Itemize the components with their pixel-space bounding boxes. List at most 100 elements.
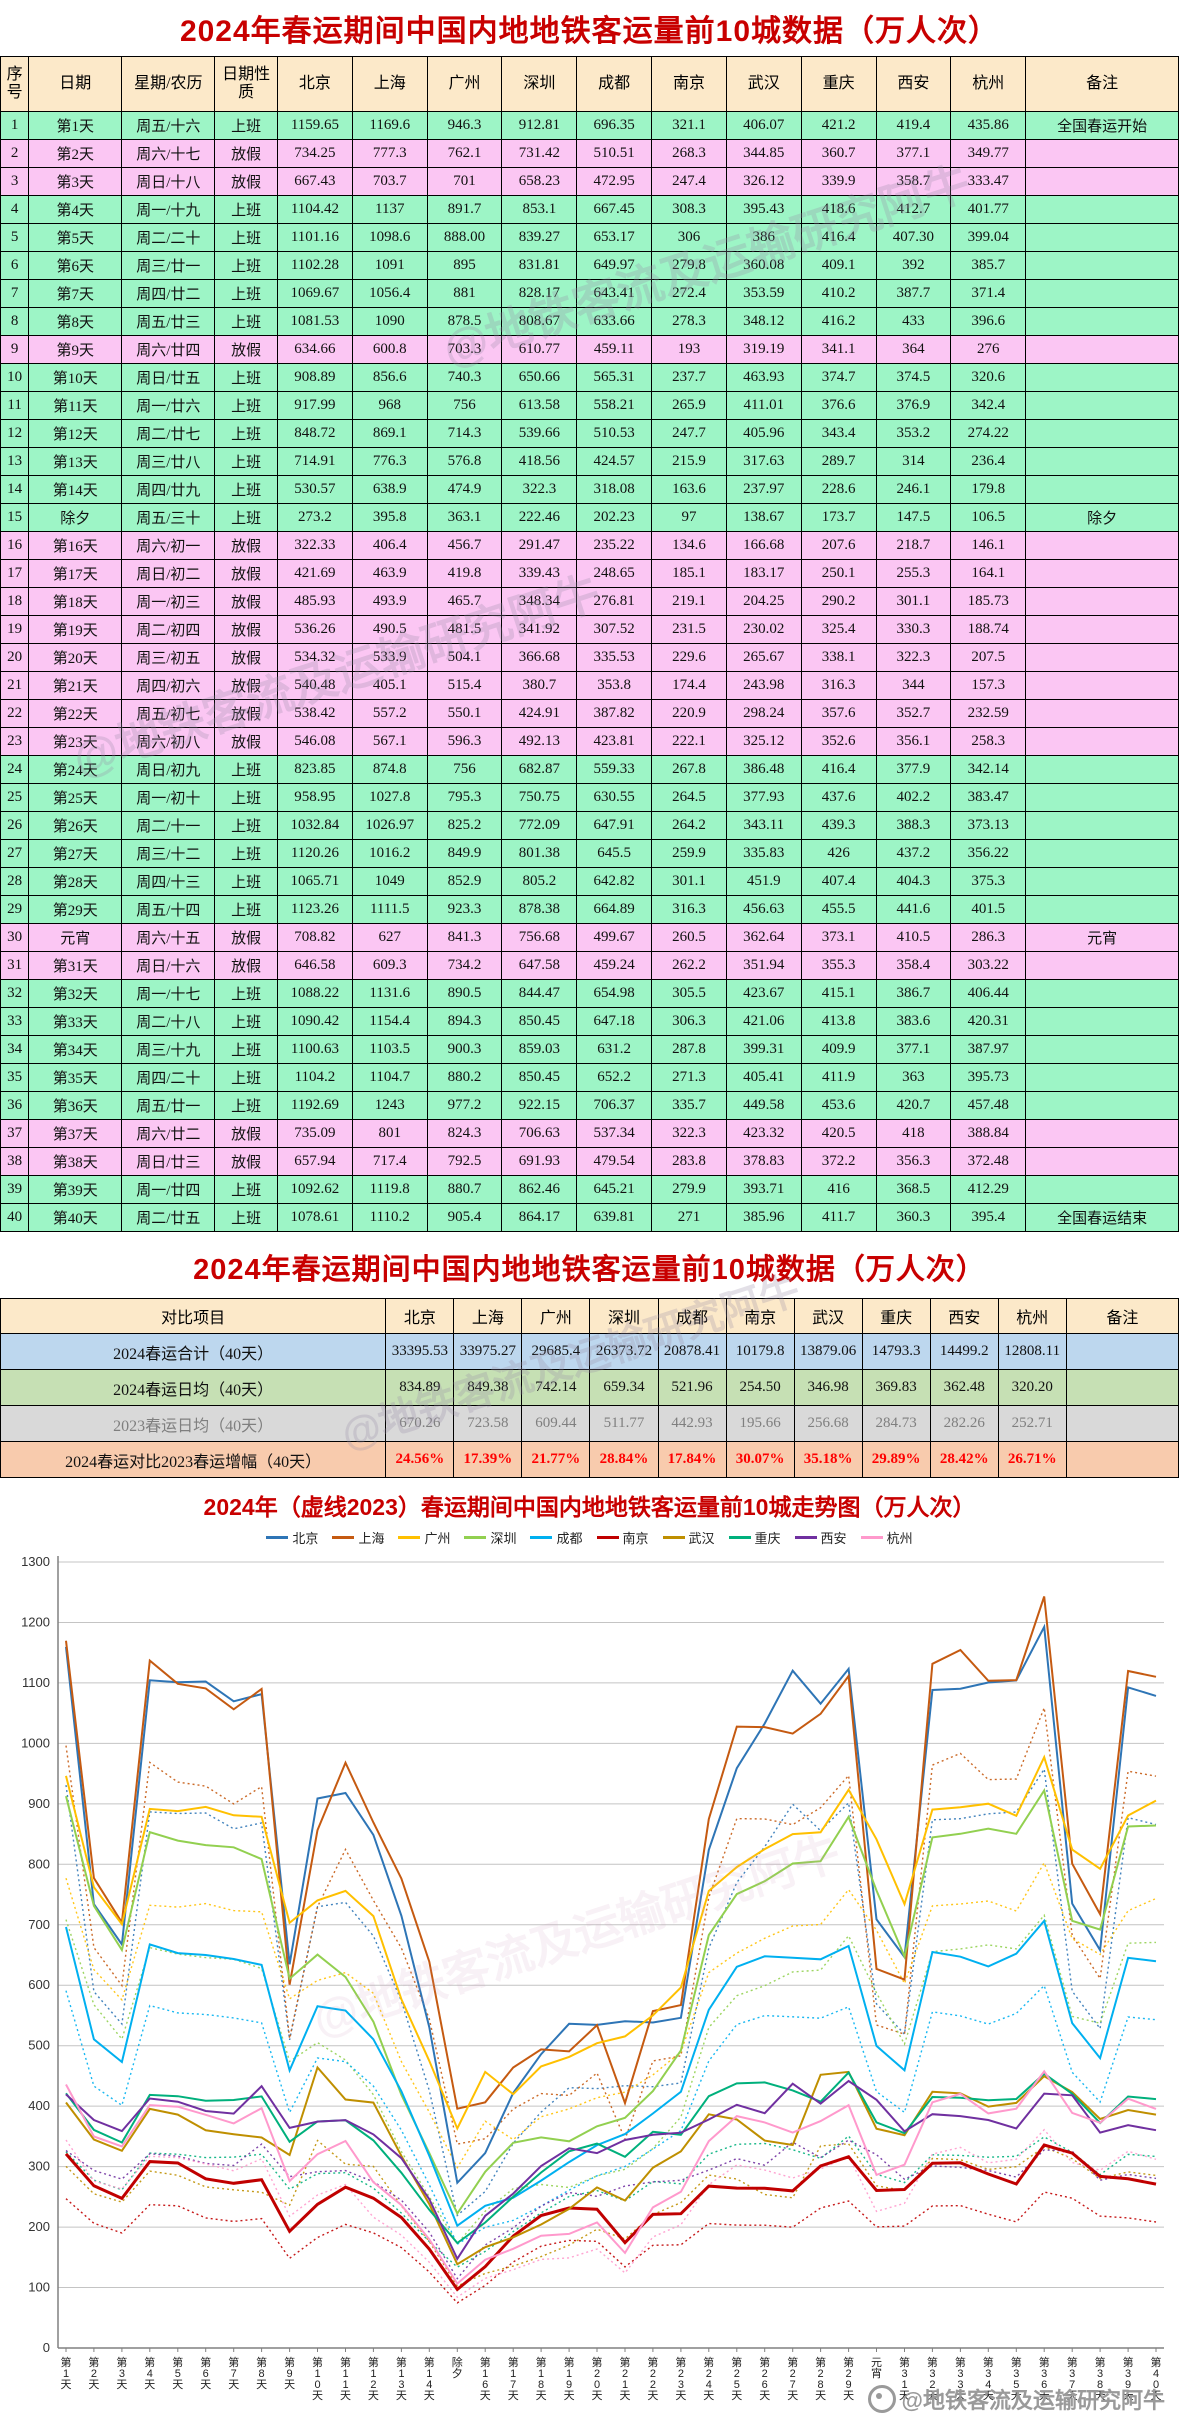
table-cell: 356.3	[875, 1147, 952, 1176]
series-2023-chengdu	[65, 1984, 1157, 2246]
table-row: 1 第1天 周五/十六 上班 1159.65 1169.6 946.3 912.81 696.3…	[0, 111, 1179, 140]
summary-cell: 24.56%	[385, 1441, 455, 1478]
table-cell: 周五/廿一	[121, 1091, 216, 1120]
table-cell: 1027.8	[351, 783, 428, 812]
table-row: 20 第20天 周三/初五 放假 534.32 533.9 504.1 366.68 335.5…	[0, 643, 1179, 672]
table-cell: 567.1	[351, 727, 428, 756]
table-cell: 上班	[214, 839, 279, 868]
table-cell: 456.7	[426, 531, 503, 560]
table-cell: 上班	[214, 1175, 279, 1204]
table-cell: 373.13	[950, 811, 1027, 840]
table-cell: 271.3	[651, 1063, 727, 1092]
summary-cell: 21.77%	[521, 1441, 591, 1478]
table-cell: 808.67	[501, 307, 578, 336]
legend-swatch	[662, 1535, 685, 1539]
column-header: 杭州	[950, 56, 1027, 112]
table-cell: 138.67	[725, 503, 802, 532]
series-2023-xian	[65, 2139, 1157, 2280]
table-cell: 439.3	[800, 811, 877, 840]
table-cell: 356.22	[950, 839, 1027, 868]
legend-swatch	[794, 1535, 817, 1539]
table-cell: 1	[0, 111, 30, 140]
table-cell: 395.8	[351, 503, 428, 532]
table-cell: 134.6	[651, 531, 727, 560]
legend-item-wuhan: 武汉	[662, 1528, 715, 1547]
column-header: 重庆	[800, 56, 877, 112]
summary-cell: 28.42%	[929, 1441, 999, 1478]
series-2024-wuhan	[65, 2065, 1157, 2266]
note-cell	[1025, 363, 1179, 392]
table-cell: 106.5	[950, 503, 1027, 532]
table-cell: 385.7	[950, 251, 1027, 280]
table-cell: 247.4	[651, 167, 727, 196]
table-cell: 289.7	[800, 447, 877, 476]
table-cell: 565.31	[576, 363, 653, 392]
summary-cell	[1065, 1405, 1179, 1442]
table-cell: 533.9	[351, 643, 428, 672]
table-cell: 第39天	[28, 1175, 123, 1204]
table-cell: 401.5	[950, 895, 1027, 924]
table-cell: 536.26	[277, 615, 353, 644]
table-cell: 166.68	[725, 531, 802, 560]
series-2024-beijing	[65, 1623, 1157, 2185]
table-cell: 325.12	[725, 727, 802, 756]
table-cell: 28	[0, 867, 30, 896]
table-cell: 1159.65	[277, 111, 353, 140]
table-cell: 850.45	[501, 1007, 578, 1036]
table-cell: 377.9	[875, 755, 952, 784]
table-cell: 286.3	[950, 923, 1027, 952]
table-cell: 880.7	[426, 1175, 503, 1204]
table-cell: 353.59	[725, 279, 802, 308]
table-cell: 第21天	[28, 671, 123, 700]
series-2024-xian	[65, 2079, 1157, 2261]
y-axis-label: 1300	[21, 1554, 50, 1569]
table-cell: 734.25	[277, 139, 353, 168]
table-cell: 859.03	[501, 1035, 578, 1064]
summary-cell: 29685.4	[521, 1333, 591, 1370]
table-cell: 第37天	[28, 1119, 123, 1148]
table-cell: 341.1	[800, 335, 877, 364]
legend-swatch	[728, 1535, 751, 1539]
table-cell: 613.58	[501, 391, 578, 420]
table-cell: 922.15	[501, 1091, 578, 1120]
table-row: 36 第36天 周五/廿一 上班 1192.69 1243 977.2 922.15 706.3…	[0, 1091, 1179, 1120]
table-row: 28 第28天 周四/十三 上班 1065.71 1049 852.9 805.2 642.82…	[0, 867, 1179, 896]
chart-title: 2024年（虚线2023）春运期间中国内地地铁客运量前10城走势图（万人次）	[203, 1494, 976, 1520]
table-cell: 404.3	[875, 867, 952, 896]
table-cell: 874.8	[351, 755, 428, 784]
table-row: 14 第14天 周四/廿九 上班 530.57 638.9 474.9 322.3 318.08…	[0, 475, 1179, 504]
table-cell: 放假	[214, 951, 279, 980]
note-cell	[1025, 223, 1179, 252]
table-cell: 18	[0, 587, 30, 616]
table-cell: 230.02	[725, 615, 802, 644]
y-axis-label: 600	[28, 1977, 50, 1992]
table-cell: 1102.28	[277, 251, 353, 280]
table-cell: 762.1	[426, 139, 503, 168]
table-cell: 600.8	[351, 335, 428, 364]
table-cell: 271	[651, 1203, 727, 1232]
table-cell: 888.00	[426, 223, 503, 252]
table-row: 27 第27天 周三/十二 上班 1120.26 1016.2 849.9 801.38 645…	[0, 839, 1179, 868]
note-cell	[1025, 139, 1179, 168]
summary-row: 2023春运日均（40天） 670.26 723.58 609.44 511.77 442…	[0, 1405, 1179, 1442]
table-cell: 321.1	[651, 111, 727, 140]
summary-cell: 609.44	[521, 1405, 591, 1442]
table-cell: 291.47	[501, 531, 578, 560]
table-cell: 772.09	[501, 811, 578, 840]
table-cell: 1016.2	[351, 839, 428, 868]
table-cell: 287.8	[651, 1035, 727, 1064]
legend-item-beijing: 北京	[266, 1528, 318, 1547]
table-row: 12 第12天 周二/廿七 上班 848.72 869.1 714.3 539.66 510.5…	[0, 419, 1179, 448]
table-cell: 647.91	[576, 811, 653, 840]
table-cell: 283.8	[651, 1147, 727, 1176]
table-cell: 353.2	[875, 419, 952, 448]
table-cell: 801	[351, 1119, 428, 1148]
table-cell: 357.6	[800, 699, 877, 728]
table-cell: 878.5	[426, 307, 503, 336]
